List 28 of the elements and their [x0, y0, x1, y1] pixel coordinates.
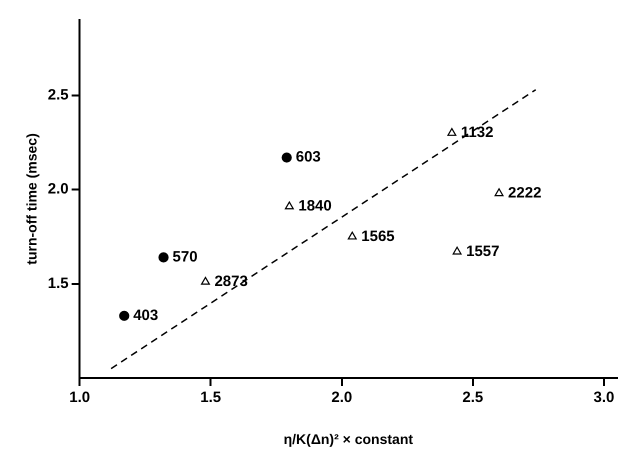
point [284, 201, 294, 210]
point [494, 188, 504, 196]
annotation: 603 [296, 148, 321, 166]
point [282, 152, 292, 163]
annotation: 1557 [466, 242, 500, 260]
x-tick-label: 2.0 [331, 389, 352, 406]
annotation: 403 [133, 306, 158, 324]
x-tick-label: 1.5 [200, 389, 222, 406]
point [119, 310, 130, 321]
point [447, 128, 456, 136]
x-axis-title: η/K(Δn)² × constant [284, 430, 414, 447]
annotation: 570 [172, 248, 198, 266]
y-tick-label: 2.0 [48, 180, 69, 198]
y-tick-label: 2.5 [48, 86, 69, 104]
annotation: 1840 [298, 198, 332, 215]
y-axis-title: turn-off time (msec) [23, 133, 40, 265]
annotation: 1132 [460, 124, 494, 142]
point [348, 232, 357, 240]
point [200, 276, 210, 285]
x-tick-label: 2.5 [462, 389, 484, 406]
annotation: 2222 [508, 184, 542, 202]
x-tick-label: 1.0 [69, 389, 90, 406]
x-tick-label: 3.0 [593, 389, 614, 406]
annotation: 1565 [361, 228, 395, 245]
point [452, 246, 462, 255]
y-tick-label: 1.5 [48, 274, 69, 292]
point [158, 252, 169, 263]
annotation: 2873 [214, 273, 248, 290]
